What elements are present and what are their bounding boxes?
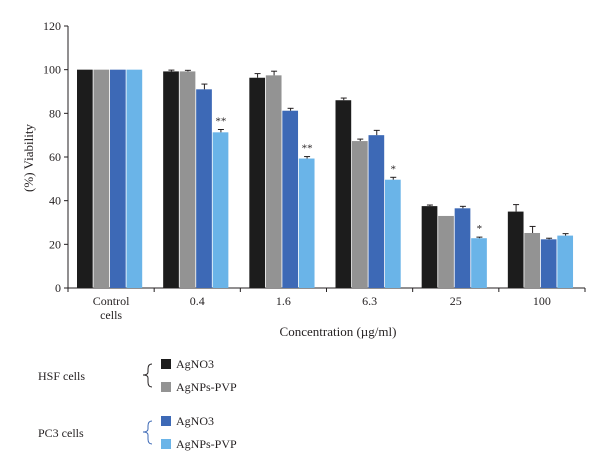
significance-stars: ** — [215, 115, 226, 127]
bar — [540, 239, 557, 288]
legend-entry: AgNPs-PVP — [176, 380, 237, 394]
x-tick-label: Control — [93, 294, 130, 308]
y-tick-label: 120 — [43, 19, 61, 33]
bar — [368, 135, 385, 288]
y-tick-label: 0 — [55, 281, 61, 295]
x-tick-label: 100 — [533, 294, 551, 308]
bar — [163, 71, 179, 288]
bar — [507, 211, 524, 288]
bar — [421, 206, 438, 288]
significance-stars: * — [477, 223, 483, 235]
legend-entry: AgNPs-PVP — [176, 437, 237, 451]
legend-swatch — [161, 416, 171, 426]
bar — [212, 132, 229, 288]
legend-group-label: PC3 cells — [38, 426, 84, 440]
bar — [438, 215, 454, 288]
legend-bracket — [142, 363, 153, 388]
y-tick-labels: 0 20 40 60 80 100 120 — [43, 19, 61, 295]
bar — [524, 232, 541, 288]
bar — [471, 238, 487, 288]
chart-bars — [77, 69, 574, 289]
bar — [93, 69, 110, 289]
y-tick-label: 40 — [49, 194, 61, 208]
significance-stars: ** — [302, 143, 313, 155]
bar — [126, 69, 143, 289]
bar — [454, 208, 471, 288]
x-tick-label: 25 — [450, 294, 462, 308]
chart-axes — [64, 25, 586, 292]
bar — [385, 179, 401, 288]
bar — [335, 100, 352, 288]
y-axis-label: (%) Viability — [21, 124, 36, 192]
x-tick-label: 6.3 — [362, 294, 377, 308]
bar — [249, 77, 266, 289]
legend: HSF cells AgNO3 AgNPs-PVP PC3 cells AgNO3 AgN… — [38, 357, 237, 451]
significance-annotations: ****** — [215, 115, 482, 235]
bar — [352, 141, 368, 288]
bar — [110, 69, 126, 289]
legend-swatch — [161, 439, 171, 449]
y-tick-label: 100 — [43, 63, 61, 77]
y-tick-label: 60 — [49, 150, 61, 164]
legend-entry: AgNO3 — [176, 414, 214, 428]
legend-entry: AgNO3 — [176, 357, 214, 371]
bar — [179, 71, 196, 288]
legend-bracket — [142, 420, 153, 445]
legend-swatch — [161, 382, 171, 392]
bar — [557, 235, 574, 288]
y-tick-label: 80 — [49, 106, 61, 120]
bar — [298, 158, 315, 288]
x-tick-label: cells — [100, 308, 122, 322]
legend-group-label: HSF cells — [38, 369, 85, 383]
x-tick-label: 1.6 — [276, 294, 291, 308]
legend-swatch — [161, 359, 171, 369]
bar — [282, 110, 299, 288]
y-tick-label: 20 — [49, 237, 61, 251]
bar — [77, 69, 93, 289]
bar — [265, 75, 282, 289]
x-axis-label: Concentration (µg/ml) — [280, 324, 397, 339]
x-tick-label: 0.4 — [190, 294, 205, 308]
significance-stars: * — [391, 163, 397, 175]
bar — [196, 89, 212, 288]
